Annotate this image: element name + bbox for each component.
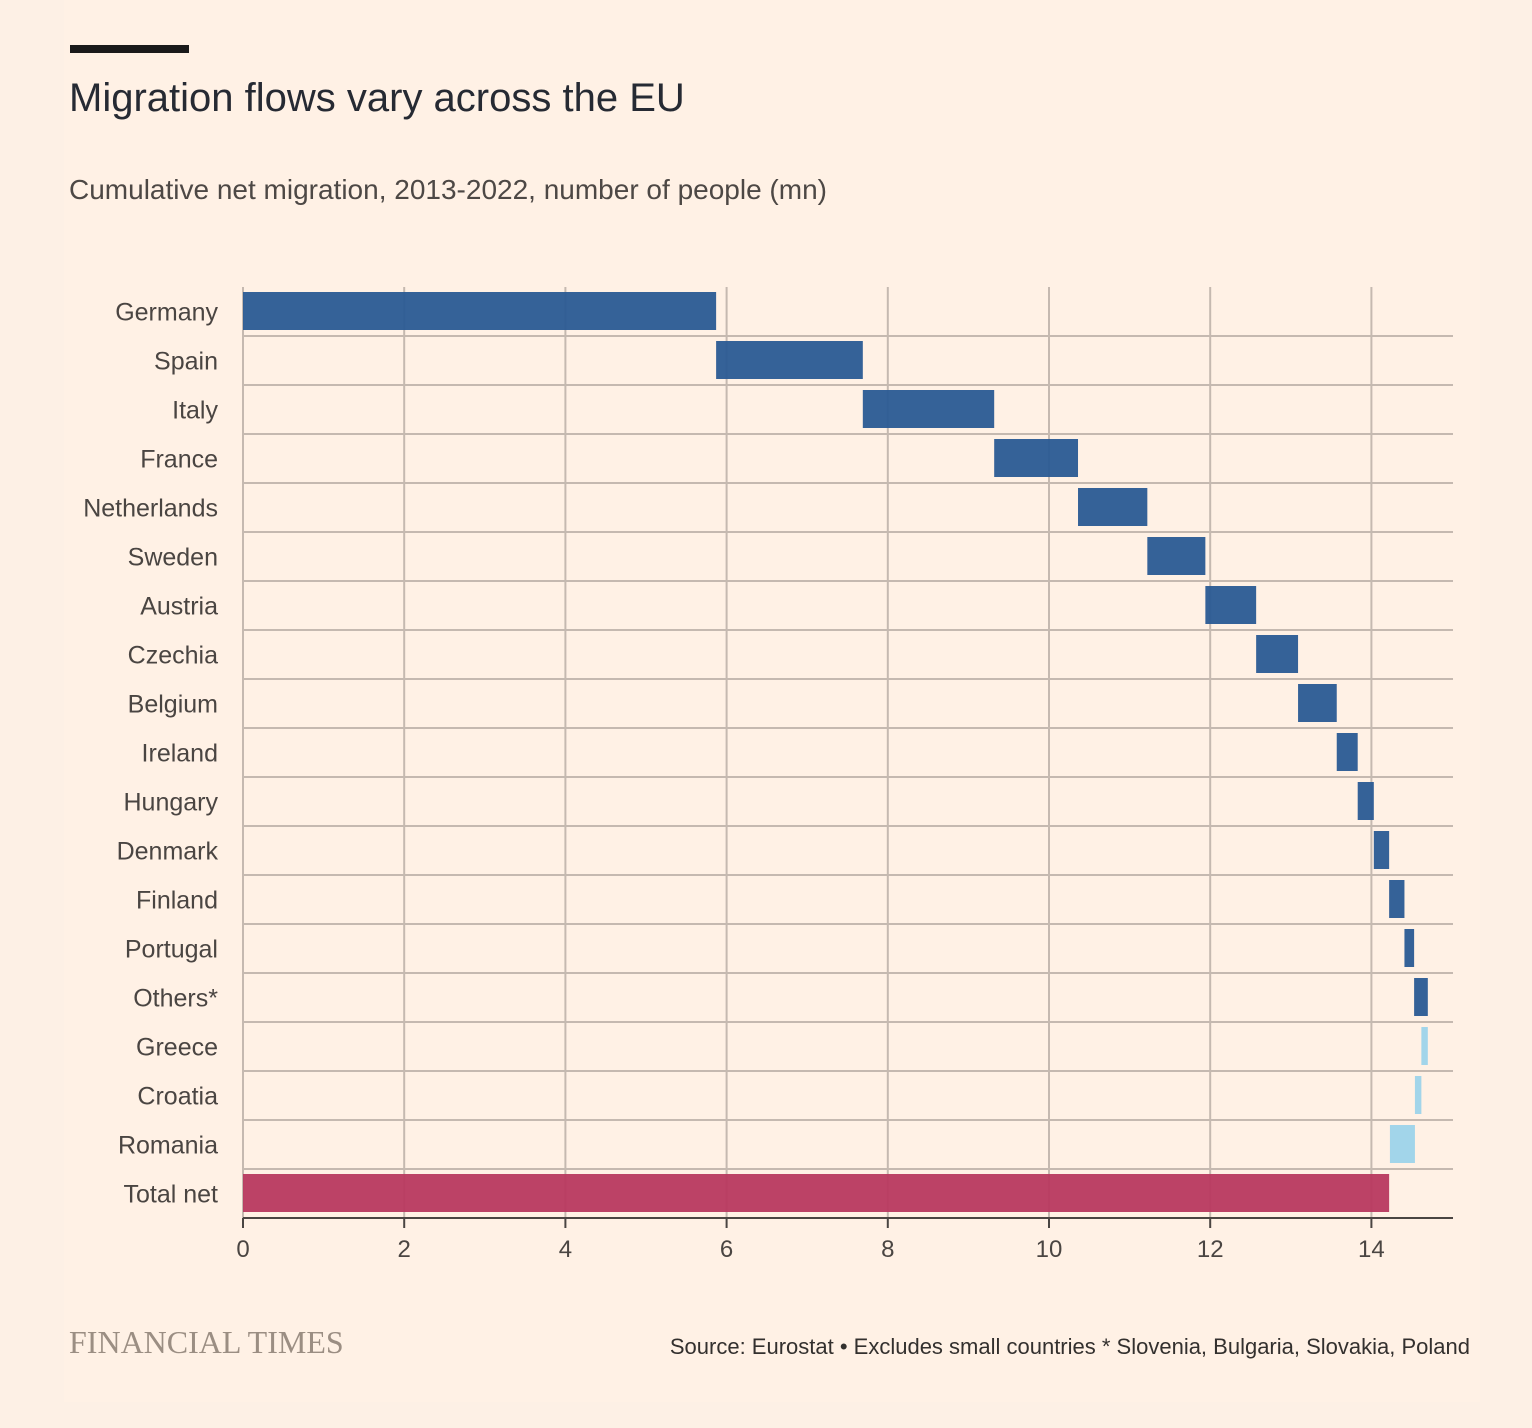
chart-subtitle: Cumulative net migration, 2013-2022, num… xyxy=(69,174,827,205)
category-label: Spain xyxy=(154,348,218,376)
bar-sweden xyxy=(1147,537,1206,575)
category-label: Netherlands xyxy=(83,495,218,523)
category-label: Finland xyxy=(136,887,218,915)
category-label: Others* xyxy=(133,985,218,1013)
bar-france xyxy=(994,439,1079,477)
category-label: Italy xyxy=(172,397,218,425)
bar-ireland xyxy=(1336,733,1358,771)
x-tick-label: 2 xyxy=(398,1236,411,1263)
category-label: Greece xyxy=(136,1034,218,1062)
source-note: Source: Eurostat • Excludes small countr… xyxy=(669,1334,1470,1359)
category-label: Austria xyxy=(140,593,218,621)
bar-belgium xyxy=(1298,684,1337,722)
category-label: Denmark xyxy=(117,838,219,866)
top-rule xyxy=(70,45,189,53)
bar-others xyxy=(1414,978,1428,1016)
bar-denmark xyxy=(1373,831,1390,869)
category-label: Hungary xyxy=(124,789,219,817)
chart-title: Migration flows vary across the EU xyxy=(69,76,685,120)
category-label: Croatia xyxy=(137,1083,218,1111)
bar-greece xyxy=(1421,1027,1428,1065)
bar-spain xyxy=(716,341,863,379)
bar-romania xyxy=(1389,1125,1415,1163)
category-label: Germany xyxy=(115,299,218,327)
category-label: Romania xyxy=(118,1132,218,1160)
x-tick-label: 10 xyxy=(1036,1236,1063,1263)
bar-hungary xyxy=(1357,782,1374,820)
x-tick-label: 12 xyxy=(1197,1236,1224,1263)
bar-croatia xyxy=(1414,1076,1422,1114)
category-label: Ireland xyxy=(142,740,218,768)
bar-netherlands xyxy=(1078,488,1148,526)
bar-portugal xyxy=(1404,929,1415,967)
ft-logo: FINANCIAL TIMES xyxy=(69,1324,344,1360)
x-tick-label: 14 xyxy=(1358,1236,1385,1263)
bar-germany xyxy=(243,292,717,330)
category-label: Belgium xyxy=(128,691,218,719)
x-tick-label: 4 xyxy=(559,1236,572,1263)
bar-czechia xyxy=(1256,635,1299,673)
x-tick-label: 6 xyxy=(720,1236,733,1263)
bar-italy xyxy=(862,390,995,428)
category-label: Portugal xyxy=(125,936,218,964)
x-tick-label: 8 xyxy=(881,1236,894,1263)
category-label: Total net xyxy=(123,1181,218,1209)
bar-total-net xyxy=(243,1174,1390,1212)
x-tick-label: 0 xyxy=(236,1236,249,1263)
category-label: France xyxy=(140,446,218,474)
category-label: Sweden xyxy=(128,544,218,572)
bar-finland xyxy=(1389,880,1405,918)
bar-austria xyxy=(1205,586,1257,624)
category-label: Czechia xyxy=(128,642,218,670)
